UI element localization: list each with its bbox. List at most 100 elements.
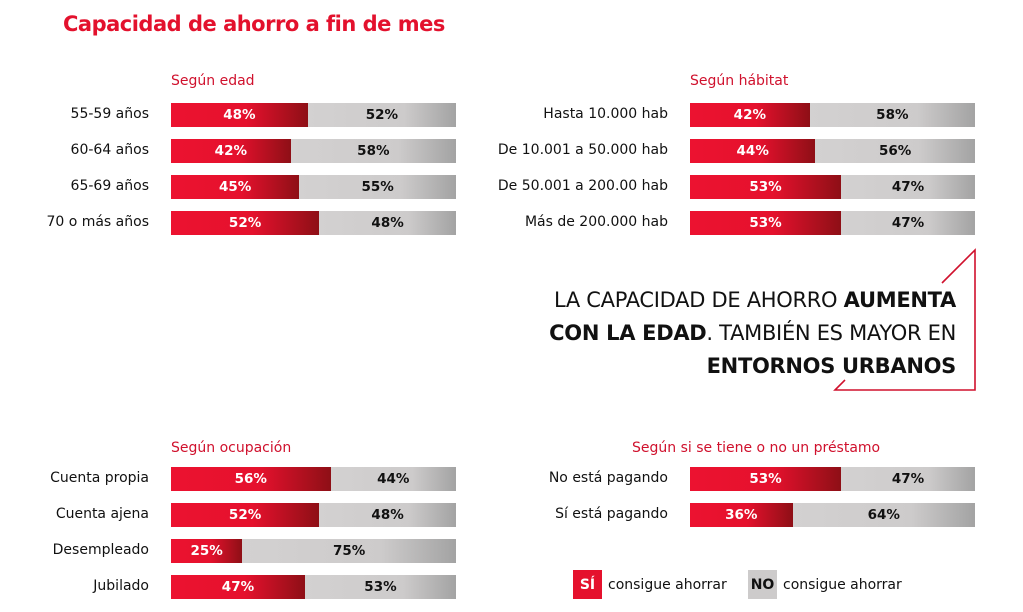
chart-title: Según edad	[171, 73, 255, 89]
bar-row: No está pagando 53% 47%	[549, 467, 975, 491]
bar-segment-si: 42%	[171, 139, 291, 163]
stacked-bar: 47% 53%	[171, 575, 456, 599]
stacked-bar: 44% 56%	[690, 139, 975, 163]
bar-row: 60-64 años 42% 58%	[71, 139, 456, 163]
bar-segment-no: 48%	[319, 211, 456, 235]
category-label: De 50.001 a 200.00 hab	[497, 178, 668, 194]
data-label: 53%	[749, 471, 782, 487]
bar-segment-si: 53%	[690, 467, 842, 491]
data-label: 53%	[364, 579, 397, 595]
bar-row: Sí está pagando 36% 64%	[555, 503, 975, 527]
category-label: Jubilado	[93, 578, 149, 594]
data-label: 48%	[371, 507, 404, 523]
bar-row: 70 o más años 52% 48%	[46, 211, 456, 235]
data-label: 75%	[332, 543, 366, 559]
stacked-bar: 52% 48%	[171, 503, 456, 527]
data-label: 52%	[228, 507, 262, 523]
category-label: 60-64 años	[70, 142, 149, 158]
bar-segment-si: 47%	[171, 575, 305, 599]
data-label: 53%	[749, 215, 782, 231]
data-label: 48%	[371, 215, 404, 231]
category-label: Cuenta propia	[50, 470, 149, 486]
legend-si: SÍ consigue ahorrar	[573, 570, 727, 599]
bar-segment-no: 44%	[330, 467, 456, 491]
bar-row: De 10.001 a 50.000 hab 44% 56%	[498, 139, 975, 163]
data-label: 44%	[736, 143, 769, 159]
page-title: Capacidad de ahorro a fin de mes	[63, 12, 445, 36]
data-label: 42%	[214, 143, 247, 159]
bar-segment-no: 75%	[242, 539, 456, 563]
bar-segment-no: 64%	[792, 503, 975, 527]
chart-title: Según hábitat	[690, 73, 789, 89]
stacked-bar: 36% 64%	[690, 503, 975, 527]
data-label: 45%	[218, 179, 252, 195]
legend-no-label: consigue ahorrar	[783, 576, 902, 593]
bar-segment-no: 53%	[304, 575, 456, 599]
bar-row: Más de 200.000 hab 53% 47%	[525, 211, 975, 235]
callout-text: LA CAPACIDAD DE AHORRO AUMENTA CON LA ED…	[549, 288, 956, 378]
bar-segment-no: 55%	[299, 175, 456, 199]
category-label: 55-59 años	[70, 106, 149, 122]
bar-segment-no: 47%	[841, 175, 975, 199]
bar-row: Desempleado 25% 75%	[53, 539, 456, 563]
bar-segment-si: 25%	[171, 539, 243, 563]
stacked-bar: 53% 47%	[690, 467, 975, 491]
data-label: 55%	[361, 179, 394, 195]
bar-segment-si: 52%	[171, 503, 320, 527]
data-label: 53%	[749, 179, 782, 195]
bar-segment-no: 47%	[841, 211, 975, 235]
data-label: 56%	[879, 143, 912, 159]
data-label: 52%	[365, 107, 399, 123]
legend-no-box: NO	[748, 570, 777, 599]
data-label: 47%	[891, 471, 925, 487]
data-label: 56%	[234, 471, 267, 487]
bar-row: 55-59 años 48% 52%	[71, 103, 456, 127]
stacked-bar: 52% 48%	[171, 211, 456, 235]
legend-si-label: consigue ahorrar	[608, 576, 727, 593]
bar-segment-si: 48%	[171, 103, 308, 127]
bar-row: Hasta 10.000 hab 42% 58%	[543, 103, 975, 127]
data-label: 47%	[891, 179, 925, 195]
category-label: Cuenta ajena	[55, 506, 149, 522]
bar-segment-si: 42%	[690, 103, 810, 127]
data-label: 47%	[221, 579, 255, 595]
bar-segment-no: 56%	[815, 139, 975, 163]
data-label: 42%	[733, 107, 766, 123]
data-label: 25%	[190, 543, 223, 559]
category-label: 70 o más años	[46, 214, 149, 230]
data-label: 64%	[867, 507, 900, 523]
bar-row: 65-69 años 45% 55%	[71, 175, 456, 199]
stacked-bar: 42% 58%	[690, 103, 975, 127]
bar-segment-no: 48%	[319, 503, 456, 527]
bar-segment-si: 53%	[690, 211, 842, 235]
category-label: No está pagando	[548, 470, 668, 486]
category-label: Más de 200.000 hab	[524, 214, 668, 230]
data-label: 58%	[876, 107, 909, 123]
bar-segment-si: 53%	[690, 175, 842, 199]
data-label: 44%	[377, 471, 410, 487]
bar-segment-no: 47%	[841, 467, 975, 491]
data-label: 48%	[223, 107, 256, 123]
stacked-bar: 56% 44%	[171, 467, 456, 491]
data-label: 52%	[228, 215, 262, 231]
legend-no: NO consigue ahorrar	[748, 570, 902, 599]
chart-title: Según si se tiene o no un préstamo	[632, 440, 881, 456]
bar-segment-si: 56%	[171, 467, 331, 491]
stacked-bar: 53% 47%	[690, 175, 975, 199]
bar-segment-si: 44%	[690, 139, 816, 163]
data-label: 47%	[891, 215, 925, 231]
bar-row: Jubilado 47% 53%	[93, 575, 456, 599]
bar-segment-no: 52%	[307, 103, 456, 127]
bar-segment-no: 58%	[290, 139, 456, 163]
stacked-bar: 53% 47%	[690, 211, 975, 235]
legend-si-box: SÍ	[573, 570, 602, 599]
category-label: De 10.001 a 50.000 hab	[497, 142, 668, 158]
bar-row: Cuenta propia 56% 44%	[50, 467, 456, 491]
bar-segment-si: 36%	[690, 503, 793, 527]
bar-row: De 50.001 a 200.00 hab 53% 47%	[498, 175, 975, 199]
category-label: Desempleado	[52, 542, 149, 558]
data-label: 36%	[725, 507, 758, 523]
bar-segment-si: 52%	[171, 211, 320, 235]
bar-segment-si: 45%	[171, 175, 300, 199]
